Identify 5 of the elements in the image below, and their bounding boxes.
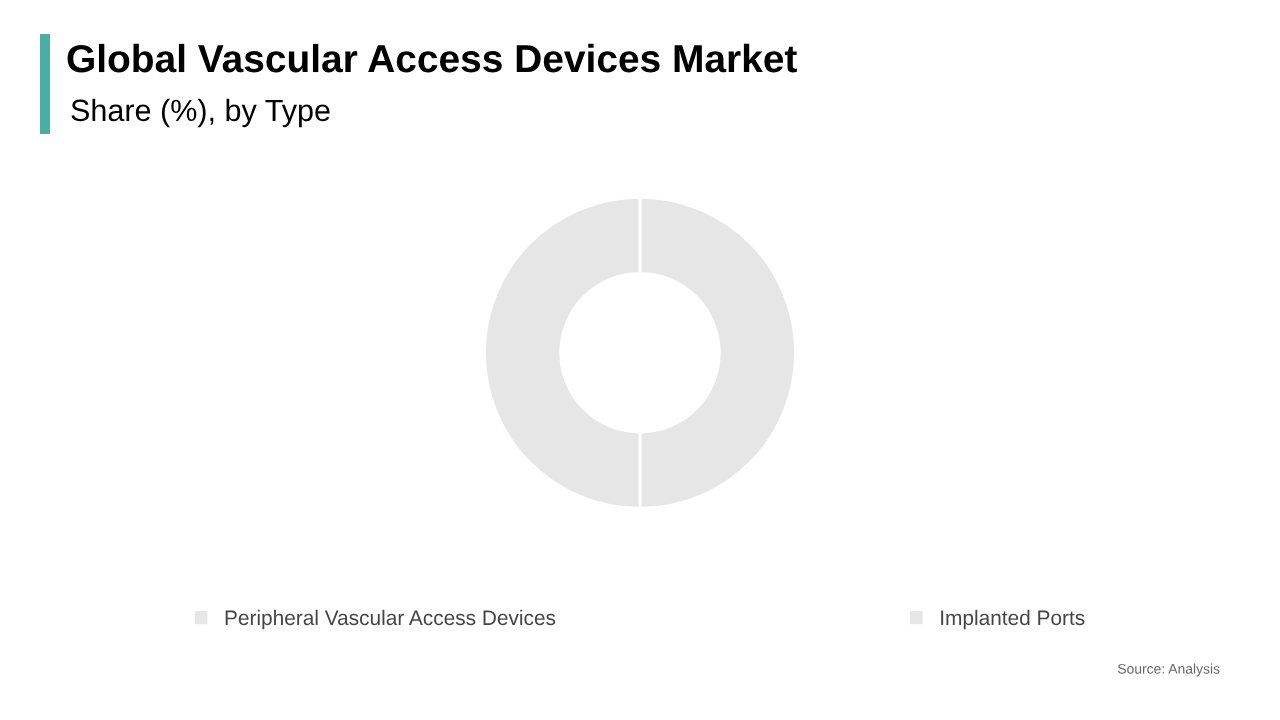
source-note: Source: Analysis [1117, 663, 1220, 677]
chart-title: Global Vascular Access Devices Market [67, 43, 797, 73]
chart-subtitle: Share (%), by Type [71, 98, 330, 128]
legend-label: Peripheral Vascular Access Devices [225, 609, 556, 630]
legend-label: Implanted Ports [941, 609, 1085, 630]
